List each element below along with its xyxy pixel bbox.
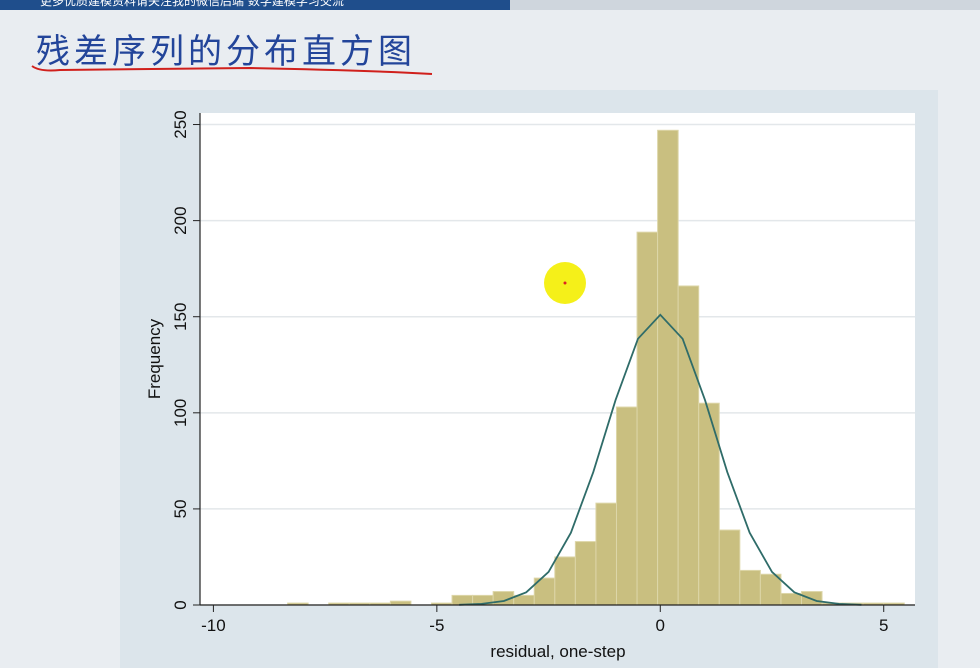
- y-tick-label: 250: [171, 110, 190, 138]
- bar: [759, 573, 782, 606]
- y-tick-label: 200: [171, 206, 190, 234]
- banner-text: 更多优质建模资料请关注我的微信后端 数学建模学习交流: [40, 0, 344, 8]
- bar: [574, 541, 597, 606]
- plot-layer: 0 50 100 150 200 250 -10 -5 0 5: [171, 110, 915, 635]
- y-tick-label: 150: [171, 303, 190, 331]
- cursor-dot: [563, 281, 567, 285]
- bar: [636, 231, 659, 606]
- x-tick-label: 0: [656, 616, 665, 635]
- x-tick-label: -5: [429, 616, 444, 635]
- x-tick-label: 5: [879, 616, 888, 635]
- title-underline: [31, 65, 433, 75]
- bar: [615, 406, 638, 606]
- bar: [657, 129, 679, 606]
- x-axis-label: residual, one-step: [490, 642, 625, 661]
- density-curve: [459, 313, 862, 606]
- bar: [780, 592, 802, 606]
- y-tick-label: 100: [171, 399, 190, 427]
- banner: 更多优质建模资料请关注我的微信后端 数学建模学习交流: [0, 0, 510, 10]
- bar: [595, 502, 617, 606]
- y-tick-label: 0: [171, 600, 190, 609]
- bar: [718, 529, 741, 606]
- bar: [677, 285, 700, 606]
- y-tick-label: 50: [171, 499, 190, 518]
- y-axis-label: Frequency: [145, 318, 164, 399]
- plot-area: [200, 113, 915, 605]
- x-tick-label: -10: [201, 616, 226, 635]
- bar: [554, 556, 576, 606]
- slide-title: 残差序列的分布直方图: [36, 32, 416, 72]
- banner-strip: [510, 0, 980, 10]
- bar: [739, 569, 761, 606]
